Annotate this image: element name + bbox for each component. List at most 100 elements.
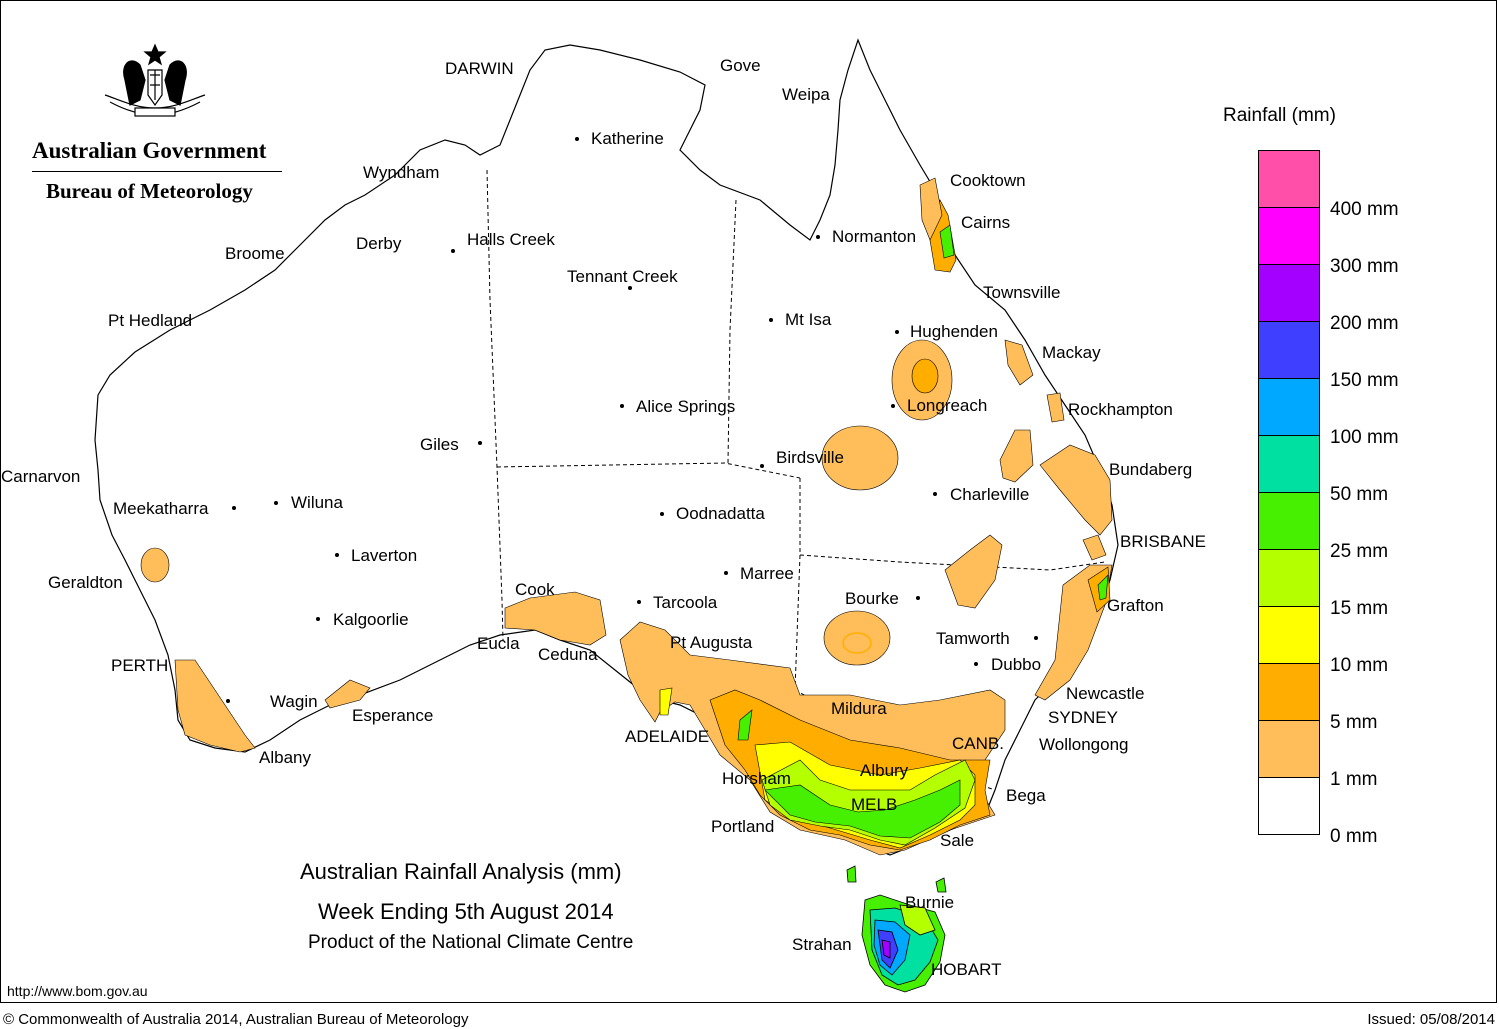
place-label: Longreach <box>907 396 988 415</box>
place-marker-icon <box>760 464 764 468</box>
place-marker-icon <box>1034 636 1038 640</box>
legend-swatch <box>1259 607 1319 664</box>
place-marker-icon <box>451 249 455 253</box>
place-label: Dubbo <box>991 655 1042 674</box>
place-label: SYDNEY <box>1048 708 1118 727</box>
copyright-notice: © Commonwealth of Australia 2014, Austra… <box>3 1011 469 1028</box>
place-label: Broome <box>225 244 285 263</box>
place-marker-icon <box>274 501 278 505</box>
place-label: Tamworth <box>936 629 1010 648</box>
place-marker-icon <box>724 571 728 575</box>
legend-swatch <box>1259 151 1319 208</box>
place-label: Geraldton <box>48 573 123 592</box>
place-label: Mildura <box>831 699 887 718</box>
place-marker-icon <box>660 512 664 516</box>
rainfall-shading <box>140 177 1113 856</box>
place-label: Hughenden <box>910 322 998 341</box>
legend-label: 300 mm <box>1330 256 1399 277</box>
place-label: Ceduna <box>538 645 598 664</box>
legend-label: 50 mm <box>1330 484 1389 505</box>
place-marker-icon <box>816 235 820 239</box>
place-marker-icon <box>232 506 236 510</box>
place-label: Marree <box>740 564 794 583</box>
place-label: Tarcoola <box>653 593 718 612</box>
place-label: Albury <box>860 761 909 780</box>
place-label: Eucla <box>477 634 520 653</box>
place-label: Wyndham <box>363 163 440 182</box>
place-label: Cairns <box>961 213 1011 232</box>
legend-label: 0 mm <box>1330 826 1378 847</box>
place-label: Esperance <box>352 706 434 725</box>
place-label: Bundaberg <box>1109 460 1193 479</box>
legend-swatch <box>1259 379 1319 436</box>
crest-emblem <box>104 43 206 117</box>
map-period: Week Ending 5th August 2014 <box>318 899 614 924</box>
legend-swatch <box>1259 721 1319 778</box>
place-label: Cook <box>515 580 555 599</box>
legend-swatch <box>1259 322 1319 379</box>
legend-label: 15 mm <box>1330 598 1389 619</box>
place-label: Carnarvon <box>1 467 81 486</box>
place-marker-icon <box>974 662 978 666</box>
place-label: Oodnadatta <box>676 504 765 523</box>
place-marker-icon <box>891 404 895 408</box>
place-marker-icon <box>769 318 773 322</box>
place-label: PERTH <box>111 656 169 675</box>
place-label: Rockhampton <box>1068 400 1173 419</box>
place-label: Mackay <box>1042 343 1101 362</box>
place-marker-icon <box>916 596 920 600</box>
legend-swatch <box>1259 550 1319 607</box>
map-credit: Product of the National Climate Centre <box>308 932 634 953</box>
place-label: Pt Hedland <box>108 311 193 330</box>
place-label: CANB. <box>952 734 1004 753</box>
legend-label: 100 mm <box>1330 427 1399 448</box>
place-label: Katherine <box>591 129 664 148</box>
tasmania <box>846 865 947 993</box>
place-label: Wagin <box>270 692 318 711</box>
place-marker-icon <box>628 286 632 290</box>
legend-label: 25 mm <box>1330 541 1389 562</box>
place-label: Giles <box>420 435 459 454</box>
place-label: Kalgoorlie <box>333 610 409 629</box>
place-marker-icon <box>895 330 899 334</box>
place-label: Strahan <box>792 935 852 954</box>
place-label: Birdsville <box>776 448 845 467</box>
place-label: ADELAIDE <box>625 727 710 746</box>
legend-label: 10 mm <box>1330 655 1389 676</box>
place-label: MELB <box>851 795 898 814</box>
legend-label: 200 mm <box>1330 313 1399 334</box>
issued-date: Issued: 05/08/2014 <box>1367 1011 1495 1028</box>
place-label: Newcastle <box>1066 684 1145 703</box>
place-label: Charleville <box>950 485 1030 504</box>
nt-qld-border <box>727 199 737 464</box>
place-label: Sale <box>940 831 975 850</box>
place-label: Laverton <box>351 546 418 565</box>
place-marker-icon <box>933 492 937 496</box>
place-marker-icon <box>226 699 230 703</box>
place-label: Meekatharra <box>113 499 209 518</box>
place-label: Grafton <box>1107 596 1164 615</box>
place-marker-icon <box>335 553 339 557</box>
legend-label: 400 mm <box>1330 199 1399 220</box>
website-link[interactable]: http://www.bom.gov.au <box>7 983 148 999</box>
place-label: Horsham <box>722 769 791 788</box>
place-label: Townsville <box>983 283 1061 302</box>
legend-swatch <box>1259 436 1319 493</box>
place-label: Weipa <box>782 85 830 104</box>
place-label: Burnie <box>905 893 955 912</box>
place-marker-icon <box>316 617 320 621</box>
legend-swatch <box>1259 664 1319 721</box>
legend-color-bar <box>1258 150 1320 835</box>
place-label: Halls Creek <box>467 230 555 249</box>
place-label: DARWIN <box>445 59 514 78</box>
place-label: Wollongong <box>1039 735 1129 754</box>
place-marker-icon <box>478 441 482 445</box>
legend-title: Rainfall (mm) <box>1223 105 1336 126</box>
place-label: BRISBANE <box>1120 532 1206 551</box>
place-label: Cooktown <box>950 171 1026 190</box>
place-label: Tennant Creek <box>567 267 678 286</box>
place-label: Normanton <box>832 227 917 246</box>
place-label: Gove <box>720 56 761 75</box>
legend-label: 1 mm <box>1330 769 1378 790</box>
